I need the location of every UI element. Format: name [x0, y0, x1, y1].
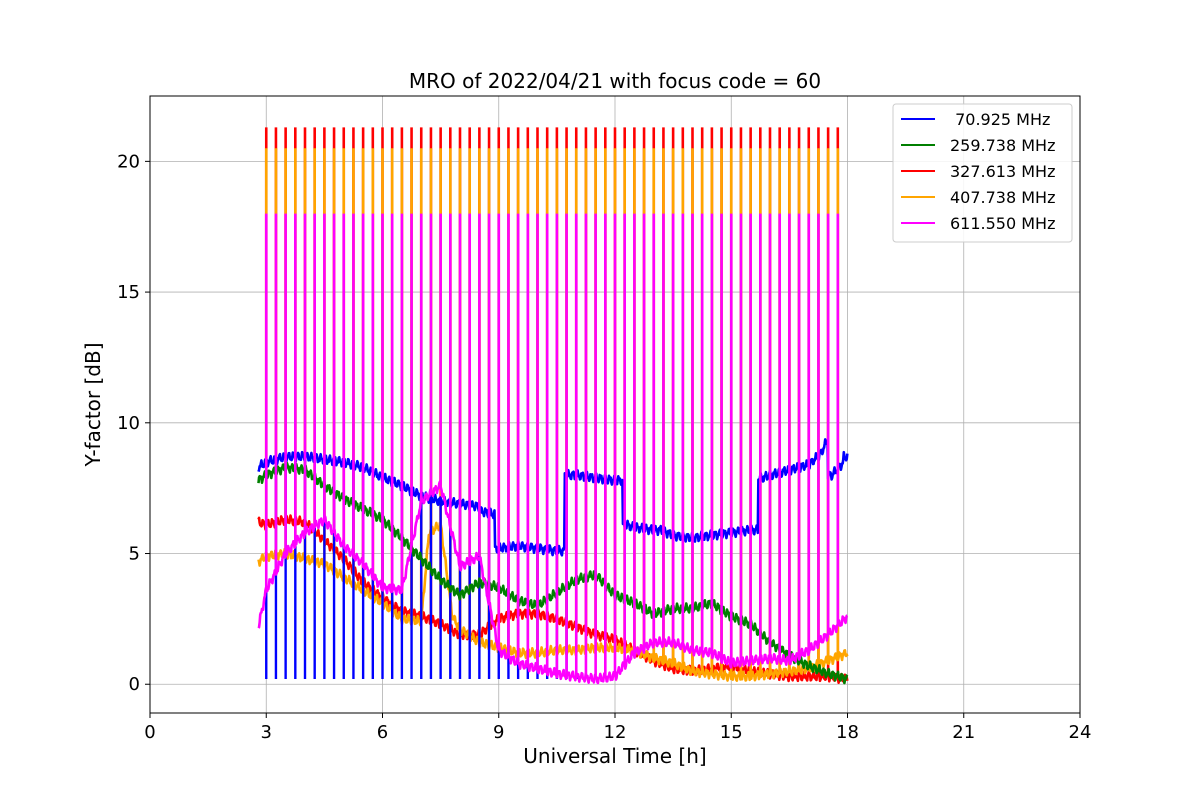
x-tick-label: 9 [493, 722, 504, 743]
x-axis-label: Universal Time [h] [523, 744, 706, 768]
x-tick-label: 0 [144, 722, 155, 743]
x-tick-label: 15 [720, 722, 743, 743]
x-tick-label: 18 [836, 722, 859, 743]
y-tick-label: 10 [117, 413, 140, 434]
axis-ticks: 0 3 6 9 12 15 18 21 24 0 5 10 15 20 [117, 151, 1091, 743]
x-tick-label: 3 [261, 722, 272, 743]
y-tick-label: 15 [117, 282, 140, 303]
series-611-550-mhz [257, 213, 849, 685]
legend-box [892, 103, 1073, 243]
series-line [257, 461, 849, 685]
chart-title: MRO of 2022/04/21 with focus code = 60 [409, 69, 821, 93]
y-axis-label: Y-factor [dB] [81, 342, 105, 467]
x-tick-label: 12 [604, 722, 627, 743]
series-line [257, 438, 849, 557]
x-tick-label: 21 [952, 722, 975, 743]
series-259-738-mhz [257, 461, 849, 685]
series-line [257, 521, 849, 682]
legend-label: 259.738 MHz [950, 136, 1055, 155]
y-tick-label: 0 [129, 674, 140, 695]
legend-label: 611.550 MHz [950, 214, 1055, 233]
legend-label: 70.925 MHz [950, 110, 1050, 129]
x-tick-label: 6 [377, 722, 388, 743]
y-tick-label: 20 [117, 151, 140, 172]
legend-label: 407.738 MHz [950, 188, 1055, 207]
y-tick-label: 5 [129, 544, 140, 565]
legend-label: 327.613 MHz [950, 162, 1055, 181]
x-tick-label: 24 [1069, 722, 1092, 743]
legend: 70.925 MHz 259.738 MHz 327.613 MHz 407.738 … [892, 103, 1073, 243]
series-line [257, 514, 849, 685]
series-layer [257, 127, 849, 685]
series-line [257, 480, 849, 685]
